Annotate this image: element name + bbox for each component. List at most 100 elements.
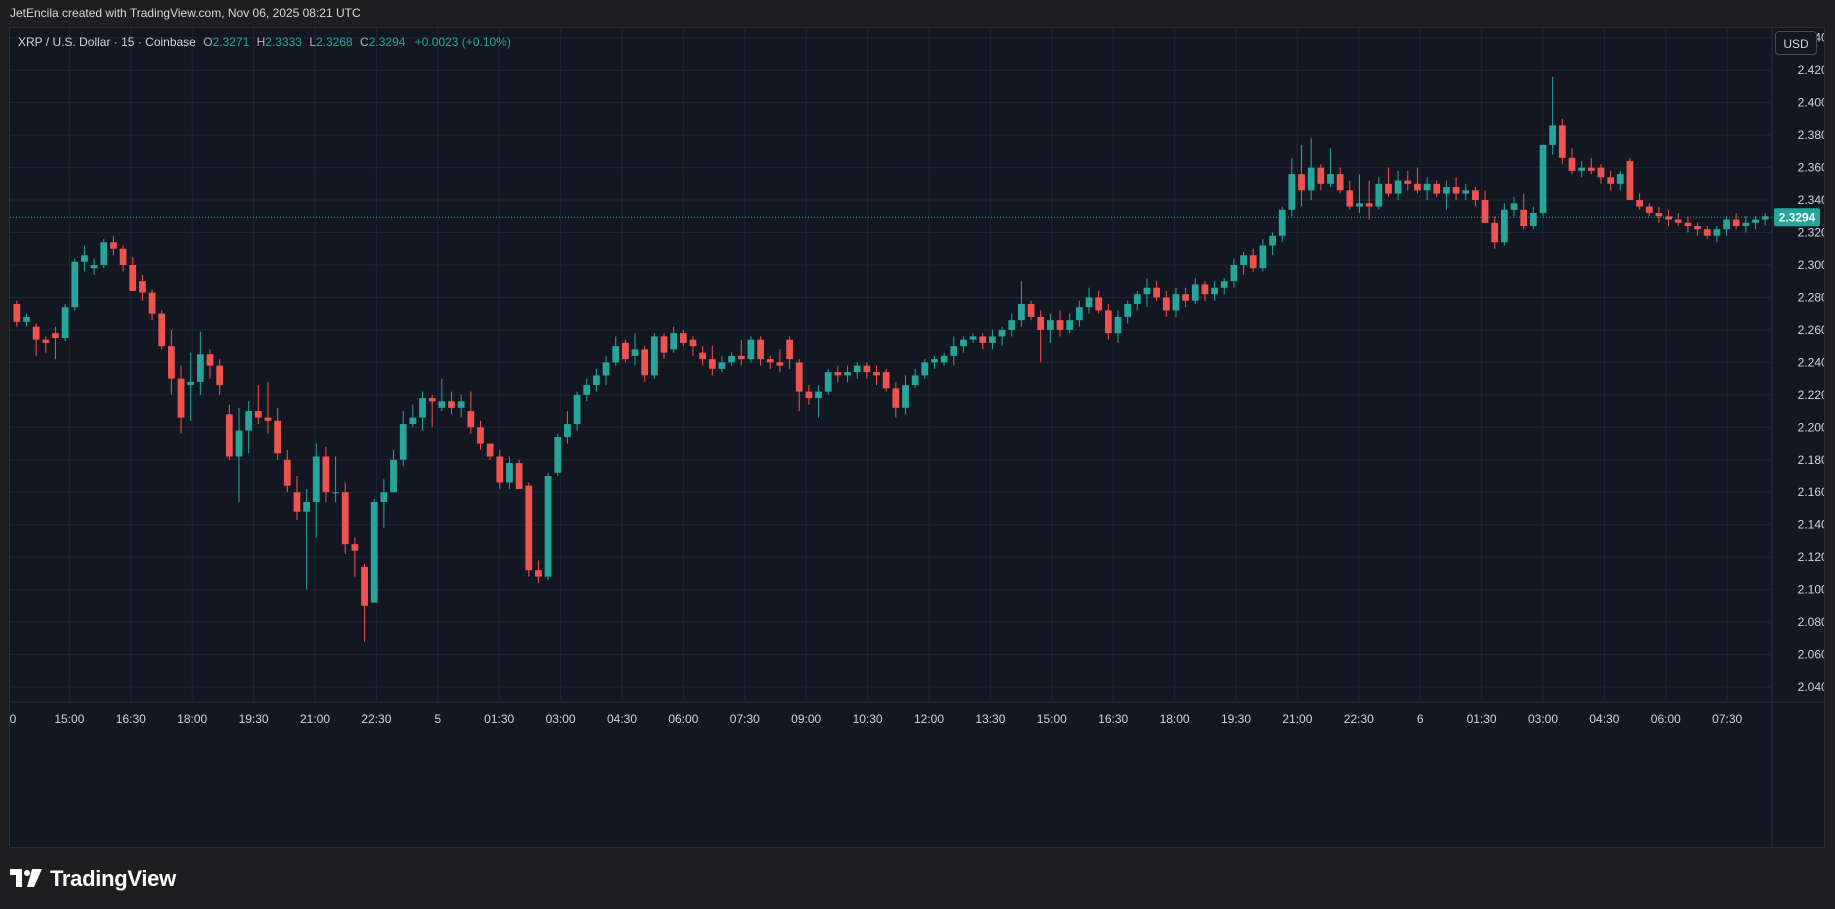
candle-body (969, 336, 977, 340)
candle-body (322, 456, 330, 493)
candle (1220, 277, 1228, 295)
candle (689, 336, 697, 356)
candle-body (177, 378, 185, 418)
candle-body (641, 349, 649, 376)
candle-body (1327, 174, 1334, 184)
candle-body (139, 281, 146, 293)
candle (805, 385, 813, 405)
candle-body (1732, 219, 1740, 227)
candle (1414, 167, 1421, 194)
candle (370, 498, 378, 603)
candle (1298, 144, 1305, 207)
candle-body (438, 401, 446, 408)
candle-body (1645, 206, 1653, 214)
candle (1481, 190, 1489, 223)
candle (119, 245, 127, 272)
candle-body (110, 242, 117, 249)
chart-pane[interactable] (9, 27, 1825, 848)
candle-body (989, 336, 996, 343)
price-tick-label: 2.2200 (1798, 388, 1824, 402)
candle (303, 488, 310, 590)
candle-body (1133, 294, 1141, 304)
time-tick-label: 21:00 (1282, 712, 1312, 726)
candle (1085, 287, 1093, 314)
candle (90, 258, 98, 275)
candle (1529, 206, 1537, 230)
candle-body (467, 411, 475, 428)
candle-body (158, 313, 166, 347)
candle-body (264, 417, 272, 421)
price-chart[interactable]: 2.44002.42002.40002.38002.36002.34002.32… (10, 28, 1824, 847)
time-tick-label: 22:30 (361, 712, 391, 726)
candle (13, 300, 21, 327)
currency-button[interactable]: USD (1775, 31, 1817, 55)
candle (1597, 164, 1605, 184)
candle-body (525, 485, 533, 571)
candle (1443, 180, 1450, 210)
candle (1452, 177, 1460, 201)
candle (1075, 300, 1083, 327)
candle-body (1752, 219, 1759, 223)
candle (390, 450, 397, 493)
candle (428, 394, 436, 428)
candle-body (1104, 310, 1112, 334)
price-tick-label: 2.0400 (1798, 680, 1824, 694)
time-tick-label: 15:00 (54, 712, 84, 726)
candle (1230, 258, 1238, 288)
candle (1211, 281, 1218, 301)
candle (931, 355, 938, 369)
candle (1162, 290, 1170, 317)
candle (679, 329, 687, 347)
candle-body (1529, 213, 1537, 227)
candle-body (1037, 316, 1045, 330)
candle-body (544, 476, 552, 577)
candle-body (1346, 190, 1354, 207)
candle-body (42, 339, 50, 343)
candle-body (1414, 183, 1421, 191)
candle (1520, 193, 1528, 230)
candle (235, 407, 243, 502)
brand-name: TradingView (50, 866, 176, 891)
price-tick-label: 2.3200 (1798, 226, 1824, 240)
candle-body (81, 255, 88, 262)
time-tick-label: 12:00 (914, 712, 944, 726)
candle-body (873, 372, 880, 376)
time-tick-label: 06:00 (668, 712, 698, 726)
candle-body (61, 307, 69, 339)
price-tick-label: 2.0800 (1798, 615, 1824, 629)
candle-body (1307, 167, 1315, 191)
candle-body (1269, 235, 1276, 246)
time-tick-label: :30 (10, 712, 17, 726)
attribution-text: JetEncila created with TradingView.com, … (10, 6, 361, 20)
candle (1317, 164, 1325, 191)
tradingview-logo[interactable]: TradingView (10, 866, 176, 892)
price-tick-label: 2.2000 (1798, 420, 1824, 434)
candle-body (1558, 125, 1566, 158)
candle-body (844, 372, 851, 376)
candle (979, 333, 987, 350)
candle-body (274, 420, 282, 454)
candle (1172, 287, 1180, 317)
candle (322, 446, 330, 502)
candle (902, 375, 909, 415)
time-tick-label: 10:30 (853, 712, 883, 726)
candle-body (1433, 183, 1441, 194)
candle (1665, 209, 1672, 227)
time-tick-label: 01:30 (484, 712, 514, 726)
last-price-box (1774, 208, 1820, 227)
candle-body (1240, 255, 1247, 265)
candle (1133, 290, 1141, 311)
candle-body (32, 326, 40, 340)
time-axis: :30 15:00 16:30 18:00 19:30 21:00 22:30 5 01:30 0… (10, 701, 1824, 726)
candle-body (593, 375, 600, 386)
candle-body (1616, 174, 1624, 184)
candle-body (718, 362, 726, 369)
candle-body (1549, 125, 1557, 145)
candle (1259, 239, 1267, 272)
candle-body (1655, 213, 1663, 217)
candle-body (1356, 203, 1363, 207)
candle (139, 274, 146, 301)
candle (1008, 313, 1016, 337)
candle-body (380, 492, 388, 502)
candle-body (1018, 303, 1025, 321)
